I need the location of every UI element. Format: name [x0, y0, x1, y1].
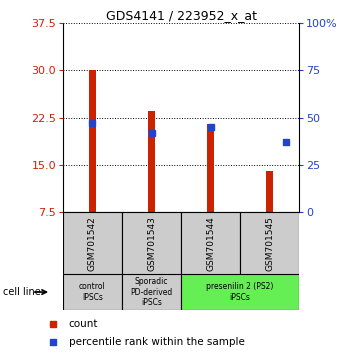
Bar — [181, 274, 299, 310]
Text: percentile rank within the sample: percentile rank within the sample — [69, 337, 244, 347]
Bar — [266, 171, 273, 212]
Text: Sporadic
PD-derived
iPSCs: Sporadic PD-derived iPSCs — [130, 277, 173, 307]
Text: GSM701542: GSM701542 — [88, 216, 97, 271]
Bar — [122, 212, 181, 274]
Bar — [122, 274, 181, 310]
Bar — [63, 212, 122, 274]
Bar — [207, 124, 214, 212]
Text: count: count — [69, 319, 98, 329]
Text: cell line: cell line — [3, 287, 41, 297]
Bar — [240, 212, 299, 274]
Text: GSM701543: GSM701543 — [147, 216, 156, 271]
Bar — [89, 70, 96, 212]
Text: GSM701545: GSM701545 — [265, 216, 274, 271]
Bar — [63, 274, 122, 310]
Text: presenilin 2 (PS2)
iPSCs: presenilin 2 (PS2) iPSCs — [206, 282, 274, 302]
Text: GSM701544: GSM701544 — [206, 216, 215, 271]
Title: GDS4141 / 223952_x_at: GDS4141 / 223952_x_at — [105, 9, 257, 22]
Bar — [148, 112, 155, 212]
Bar — [181, 212, 240, 274]
Text: control
IPSCs: control IPSCs — [79, 282, 106, 302]
